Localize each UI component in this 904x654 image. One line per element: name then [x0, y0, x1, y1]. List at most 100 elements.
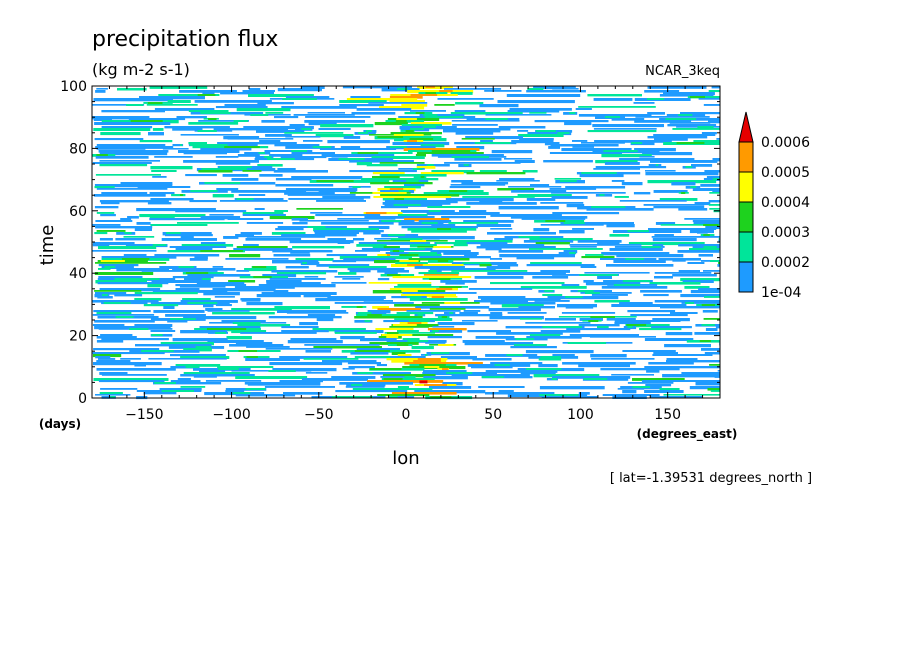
field-cell [279, 356, 348, 359]
field-cell [667, 124, 717, 127]
field-cell [585, 282, 641, 286]
field-cell [490, 312, 503, 316]
field-cell [647, 136, 708, 139]
field-cell [578, 114, 652, 117]
field-cell [215, 332, 226, 334]
field-cell [569, 334, 639, 338]
field-cell [572, 146, 594, 148]
field-cell [388, 234, 406, 236]
field-cell [660, 306, 720, 309]
field-cell [99, 392, 123, 396]
field-cell [485, 118, 508, 120]
field-cell [134, 228, 152, 231]
field-cell [647, 86, 707, 89]
field-cell [399, 254, 442, 257]
field-cell [567, 342, 607, 344]
field-cell [307, 112, 345, 114]
field-cell [659, 94, 714, 97]
colorbar-segment [738, 201, 754, 233]
field-cell [384, 186, 421, 189]
field-cell [578, 106, 656, 108]
field-cell [175, 288, 200, 291]
field-cell [450, 92, 473, 95]
field-cell [285, 188, 358, 192]
field-cell [245, 358, 300, 361]
field-cell [708, 120, 720, 124]
field-cell [320, 124, 374, 128]
field-cell [377, 270, 409, 273]
field-cell [367, 314, 382, 316]
field-cell [442, 368, 449, 370]
field-cell [423, 370, 467, 373]
field-cell [401, 124, 442, 127]
field-cell [592, 124, 664, 128]
field-cell [183, 160, 259, 163]
field-cell [611, 180, 625, 182]
field-cell [416, 166, 436, 169]
field-cell [659, 198, 698, 201]
field-cell [281, 234, 357, 237]
field-cell [578, 364, 630, 368]
field-cell [421, 222, 438, 224]
field-cell [549, 188, 597, 190]
field-cell [663, 394, 720, 396]
field-cell [603, 150, 638, 152]
field-cell [134, 364, 146, 367]
field-cell [595, 160, 638, 164]
field-cell [358, 132, 369, 134]
field-cell [180, 330, 228, 334]
field-cell [120, 182, 173, 186]
field-cell [516, 256, 555, 260]
field-cell [409, 138, 434, 140]
field-cell [557, 132, 570, 134]
field-cell [178, 150, 240, 153]
field-cell [94, 294, 110, 298]
field-cell [634, 120, 692, 123]
field-cell [381, 378, 435, 380]
field-cell [340, 336, 365, 340]
field-cell [642, 152, 693, 156]
field-cell [305, 372, 328, 374]
field-cell [701, 132, 717, 135]
field-cell [244, 268, 277, 272]
field-cell [525, 322, 591, 324]
field-cell [689, 386, 720, 390]
field-cell [371, 156, 425, 159]
field-cell [701, 304, 715, 306]
field-cell [94, 186, 115, 189]
field-cell [652, 354, 713, 356]
field-cell [374, 260, 421, 264]
field-cell [709, 192, 720, 194]
field-cell [478, 386, 525, 388]
field-cell [392, 142, 450, 146]
field-cell [587, 94, 642, 97]
field-cell [462, 340, 505, 343]
field-cell [645, 172, 719, 176]
field-cell [398, 236, 475, 240]
field-cell [153, 310, 205, 313]
field-cell [514, 160, 535, 163]
field-cell [169, 246, 227, 248]
field-cell [466, 202, 537, 205]
field-cell [409, 248, 426, 250]
field-cell [196, 282, 245, 285]
field-cell [464, 254, 478, 257]
field-cell [522, 170, 538, 173]
field-cell [621, 182, 643, 186]
field-cell [520, 372, 556, 375]
field-cell [182, 298, 211, 302]
field-cell [451, 180, 473, 183]
field-cell [547, 296, 619, 300]
field-cell [247, 384, 321, 386]
field-cell [534, 120, 609, 123]
field-cell [95, 220, 133, 222]
field-cell [698, 254, 713, 257]
field-cell [583, 378, 608, 380]
field-cell [654, 300, 720, 303]
field-cell [268, 370, 296, 372]
field-cell [690, 186, 697, 188]
field-cell [399, 254, 419, 256]
field-cell [93, 378, 169, 381]
y-tick-label: 100 [60, 79, 87, 95]
